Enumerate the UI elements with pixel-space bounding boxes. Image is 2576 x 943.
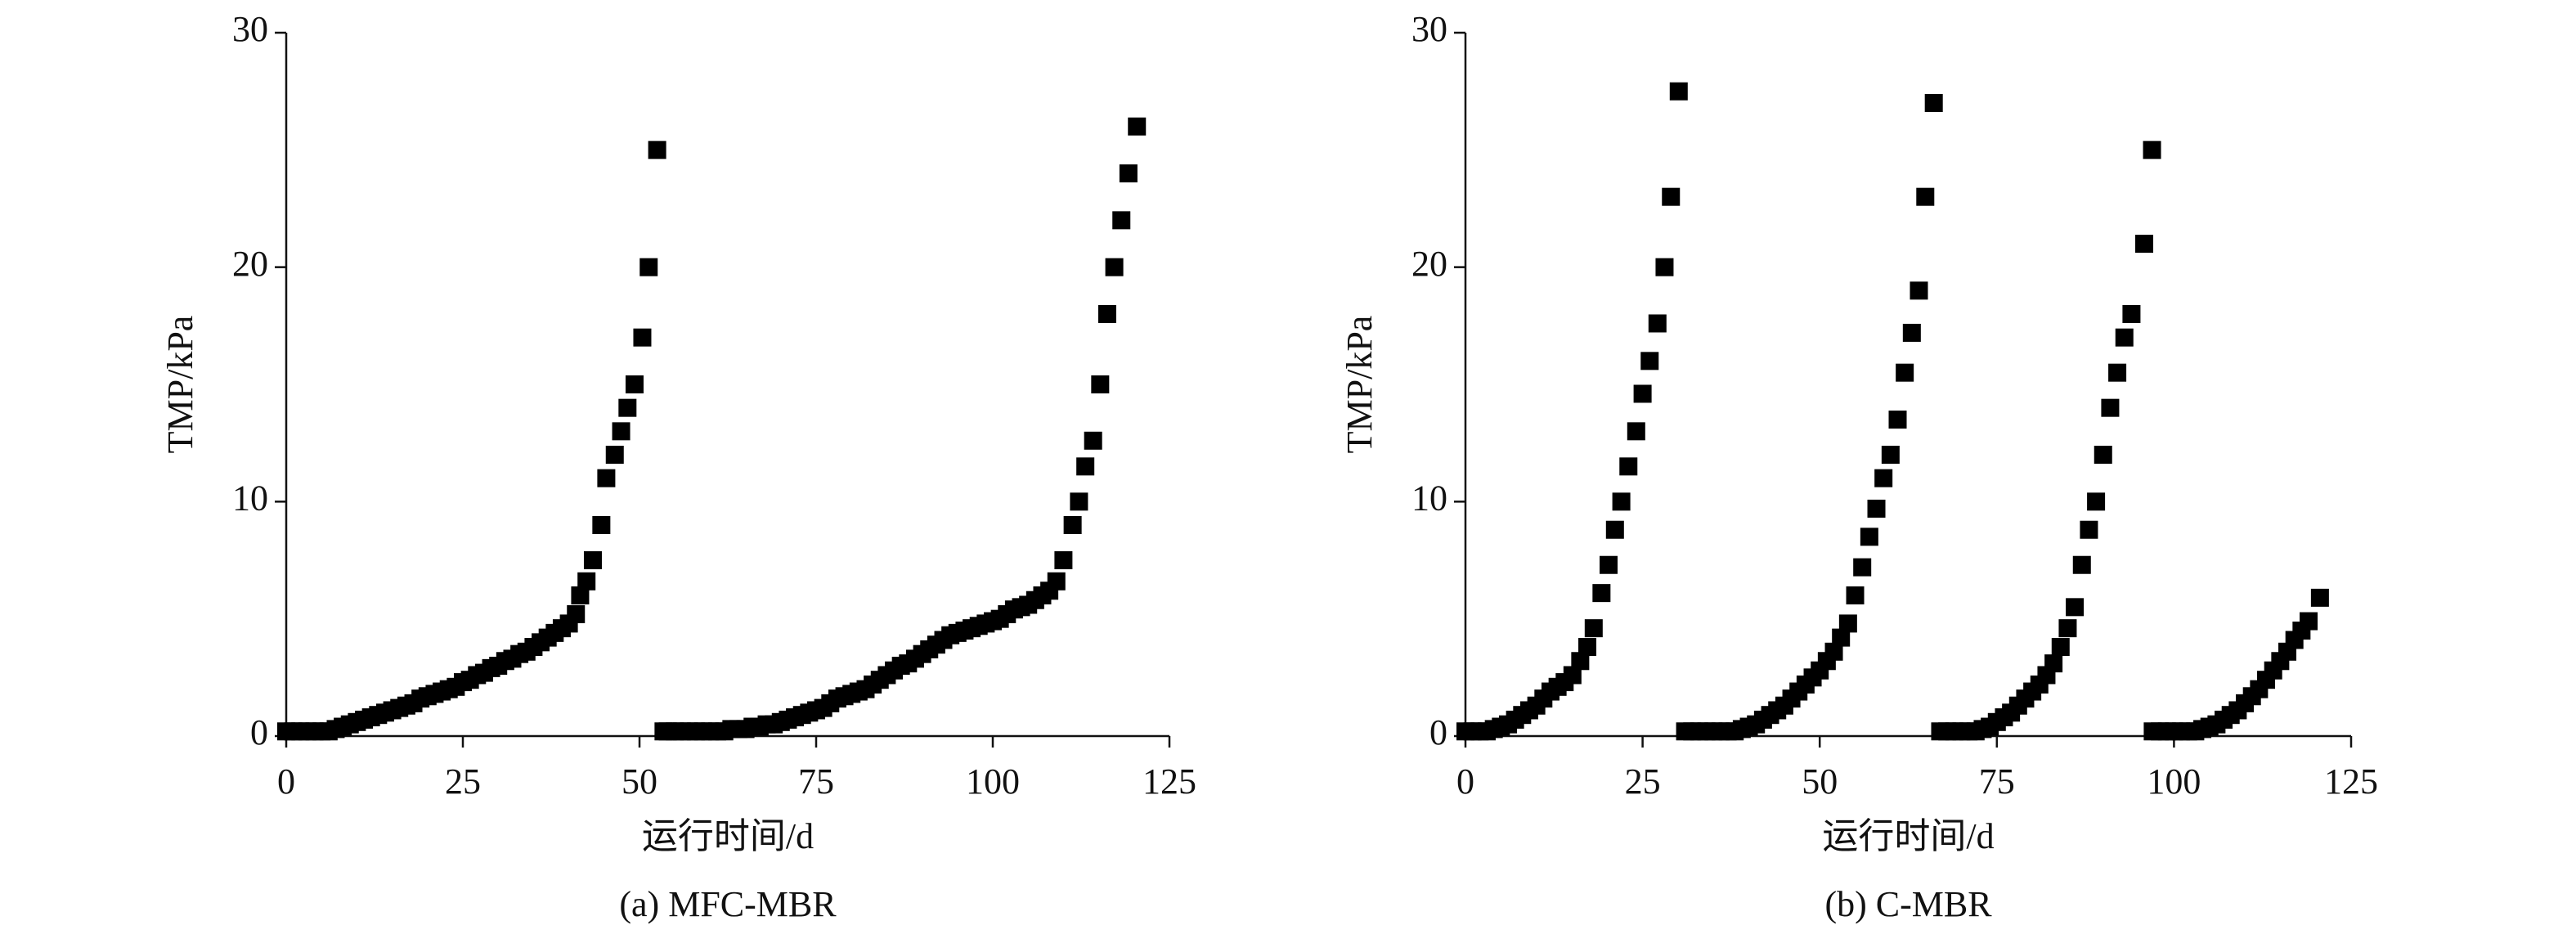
marker (1054, 551, 1073, 569)
marker (2044, 654, 2063, 673)
marker (1860, 528, 1878, 546)
marker (1924, 94, 1943, 112)
marker (1592, 584, 1611, 603)
marker (2122, 305, 2141, 323)
x-tick-label: 25 (445, 761, 481, 802)
marker (1084, 431, 1102, 450)
marker (640, 258, 658, 276)
y-tick-label: 0 (1429, 712, 1447, 752)
marker (1584, 619, 1603, 638)
marker (571, 586, 590, 604)
marker (1669, 82, 1688, 101)
marker (1047, 572, 1066, 590)
marker (2072, 555, 2091, 574)
marker (2135, 235, 2154, 253)
marker (2115, 328, 2134, 347)
x-tick-label: 125 (1142, 761, 1196, 802)
marker (1902, 323, 1921, 342)
y-tick-label: 30 (232, 9, 268, 49)
x-tick-label: 100 (2147, 761, 2201, 802)
marker (1091, 375, 1110, 393)
marker (1076, 457, 1095, 476)
marker (1119, 164, 1138, 182)
marker (605, 446, 624, 464)
marker (1640, 352, 1659, 370)
caption: (a) MFC-MBR (619, 884, 837, 924)
x-tick-label: 75 (1979, 761, 2015, 802)
y-tick-label: 20 (1411, 244, 1447, 284)
marker (2143, 141, 2161, 159)
marker (1578, 638, 1597, 657)
x-tick-label: 25 (1625, 761, 1661, 802)
y-axis-label: TMP/kPa (160, 316, 200, 454)
marker (1128, 117, 1147, 136)
marker (1563, 666, 1582, 685)
marker (2058, 619, 2077, 638)
x-tick-label: 50 (622, 761, 657, 802)
marker (633, 328, 652, 347)
marker (2051, 638, 2070, 657)
marker (577, 572, 596, 590)
marker (1916, 187, 1935, 206)
marker (1648, 314, 1667, 333)
marker (1612, 492, 1631, 511)
marker (1605, 520, 1624, 539)
y-tick-label: 30 (1411, 9, 1447, 49)
y-tick-label: 0 (250, 712, 268, 752)
x-tick-label: 125 (2324, 761, 2378, 802)
marker (1910, 281, 1928, 300)
marker (597, 469, 616, 487)
y-axis-label: TMP/kPa (1340, 316, 1380, 454)
marker (618, 398, 637, 417)
marker (1874, 469, 1893, 487)
marker (1633, 384, 1652, 403)
caption: (b) C-MBR (1824, 884, 1992, 924)
marker (1867, 499, 1886, 518)
marker (2300, 612, 2318, 631)
marker (2087, 492, 2106, 511)
marker (1655, 258, 1674, 276)
marker (1070, 492, 1088, 511)
marker (592, 516, 611, 534)
x-tick-label: 50 (1802, 761, 1838, 802)
marker (1853, 558, 1872, 577)
x-tick-label: 0 (277, 761, 295, 802)
marker (2101, 398, 2120, 417)
marker (1888, 411, 1907, 429)
x-axis-label: 运行时间/d (642, 816, 814, 856)
marker (1846, 586, 1865, 604)
marker (1619, 457, 1638, 476)
marker (1824, 642, 1843, 661)
marker (1112, 211, 1131, 230)
marker (612, 422, 631, 441)
marker (1838, 614, 1857, 633)
x-tick-label: 100 (966, 761, 1020, 802)
marker (1627, 422, 1645, 441)
x-tick-label: 75 (798, 761, 834, 802)
marker (625, 375, 644, 393)
y-tick-label: 10 (232, 478, 268, 518)
x-axis-label: 运行时间/d (1822, 816, 1994, 856)
x-tick-label: 0 (1456, 761, 1474, 802)
marker (567, 604, 586, 623)
marker (2310, 588, 2329, 607)
marker (1896, 363, 1914, 382)
marker (648, 141, 666, 159)
marker (2094, 446, 2112, 464)
marker (1063, 516, 1082, 534)
y-tick-label: 20 (232, 244, 268, 284)
marker (1571, 652, 1590, 671)
marker (1097, 305, 1116, 323)
marker (2066, 598, 2085, 617)
y-tick-label: 10 (1411, 478, 1447, 518)
marker (1881, 446, 1900, 464)
marker (1832, 628, 1851, 647)
marker (583, 551, 602, 569)
marker (1600, 555, 1618, 574)
marker (2080, 520, 2098, 539)
marker (1662, 187, 1681, 206)
marker (2108, 363, 2127, 382)
marker (1105, 258, 1124, 276)
